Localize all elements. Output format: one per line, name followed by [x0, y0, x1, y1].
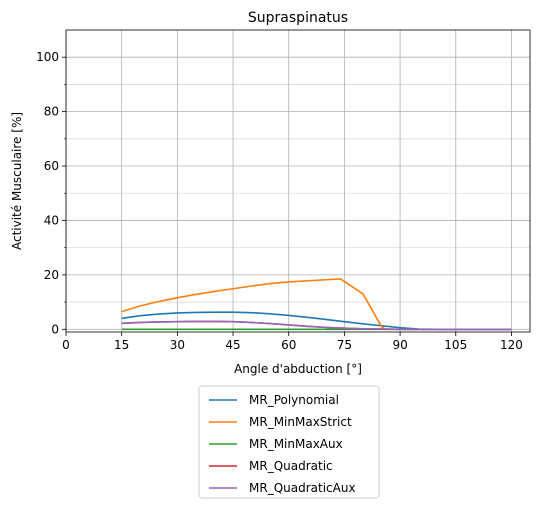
- y-tick-label: 40: [44, 213, 59, 227]
- legend-frame: [198, 385, 380, 499]
- x-tick-label: 75: [337, 338, 352, 352]
- x-axis-label: Angle d'abduction [°]: [234, 362, 362, 376]
- y-tick-label: 100: [36, 50, 59, 64]
- x-tick-label: 120: [500, 338, 523, 352]
- y-tick-label: 60: [44, 159, 59, 173]
- series-line-MR_QuadraticAux: [121, 320, 512, 331]
- y-tick-label: 20: [44, 268, 59, 282]
- series-line-MR_Quadratic: [121, 320, 512, 331]
- series-lines: [121, 278, 512, 331]
- x-tick-label: 105: [444, 338, 467, 352]
- x-tick-label: 30: [170, 338, 185, 352]
- legend-label-MR_MinMaxAux: MR_MinMaxAux: [249, 437, 343, 451]
- x-tick-label: 15: [114, 338, 129, 352]
- legend-label-MR_MinMaxStrict: MR_MinMaxStrict: [249, 415, 352, 429]
- legend-label-MR_QuadraticAux: MR_QuadraticAux: [249, 481, 356, 495]
- legend-label-MR_Quadratic: MR_Quadratic: [249, 459, 333, 473]
- legend-label-MR_Polynomial: MR_Polynomial: [249, 393, 339, 407]
- y-axis-label: Activité Musculaire [%]: [10, 112, 24, 250]
- y-axis: 0 20 40 60 80 100: [36, 50, 66, 336]
- y-tick-label: 80: [44, 105, 59, 119]
- x-tick-label: 45: [225, 338, 240, 352]
- legend: MR_Polynomial MR_MinMaxStrict MR_MinMaxAux…: [198, 385, 380, 499]
- x-tick-label: 90: [392, 338, 407, 352]
- x-axis: 0 15 30 45 60 75 90 105 120: [62, 332, 523, 352]
- plot-area-frame: [65, 29, 531, 333]
- y-tick-label: 0: [51, 322, 59, 336]
- grid-minor: [66, 84, 530, 303]
- grid-major: [65, 30, 530, 332]
- chart-title: Supraspinatus: [248, 10, 348, 26]
- x-tick-label: 0: [62, 338, 70, 352]
- x-tick-label: 60: [281, 338, 296, 352]
